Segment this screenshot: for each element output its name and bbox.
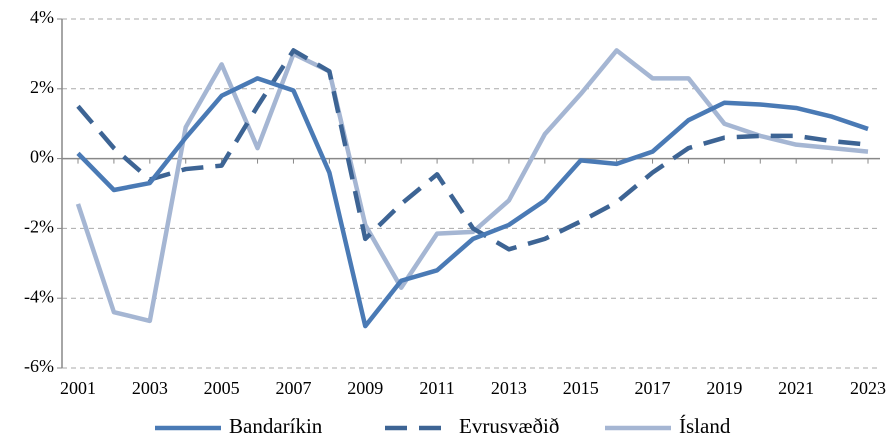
x-tick-label: 2005 — [204, 378, 240, 398]
x-tick-label: 2001 — [60, 378, 96, 398]
x-tick-label: 2003 — [132, 378, 168, 398]
series-line — [75, 48, 869, 324]
x-tick-label: 2013 — [491, 378, 527, 398]
series-line — [76, 76, 869, 329]
y-tick-label: -6% — [24, 356, 54, 376]
y-tick-label: -4% — [24, 286, 54, 306]
x-tick-label: 2009 — [347, 378, 383, 398]
y-tick-label: 2% — [30, 77, 54, 97]
legend-label: Ísland — [679, 414, 731, 438]
x-tick-label: 2007 — [275, 378, 311, 398]
x-tick-label: 2015 — [563, 378, 599, 398]
y-tick-label: -2% — [24, 217, 54, 237]
legend-label: Bandaríkin — [229, 414, 323, 438]
series-line — [76, 48, 869, 252]
legend-label: Evrusvæðið — [459, 414, 559, 438]
x-tick-label: 2011 — [419, 378, 454, 398]
x-tick-label: 2017 — [635, 378, 671, 398]
x-tick-label: 2021 — [778, 378, 814, 398]
y-tick-label: 0% — [30, 147, 54, 167]
x-tick-label: 2023 — [850, 378, 886, 398]
y-tick-label: 4% — [30, 7, 54, 27]
x-tick-label: 2019 — [706, 378, 742, 398]
